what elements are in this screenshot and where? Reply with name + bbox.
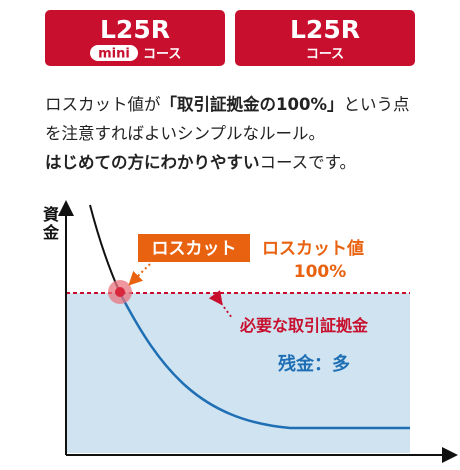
losscut-label: ロスカット値	[262, 238, 364, 259]
losscut-badge: ロスカット	[152, 239, 237, 259]
description: ロスカット値が「取引証拠金の100%」という点を注意すればよいシンプルなルール。…	[45, 90, 425, 177]
tab-title: L25R	[100, 15, 170, 44]
badge-text: mini	[98, 47, 130, 62]
tab-label: コース	[306, 47, 344, 62]
badge	[138, 234, 250, 262]
tab[interactable]	[45, 10, 225, 66]
losscut-point	[115, 287, 125, 297]
text: 「取引証拠金の100%」	[160, 95, 344, 114]
losscut-value: 100%	[294, 262, 347, 282]
area	[66, 293, 410, 453]
axis-label-text: 資	[43, 205, 59, 224]
badge	[90, 45, 138, 61]
tab[interactable]	[235, 10, 415, 66]
tab-title: L25R	[290, 15, 360, 44]
text: ロスカット値が	[45, 95, 161, 114]
curve	[118, 292, 410, 430]
pointer	[128, 263, 151, 286]
text: はじめての方にわかりやすい	[45, 153, 260, 172]
curve	[89, 204, 121, 294]
tab-label: コース	[143, 47, 181, 62]
pointer	[208, 290, 233, 319]
margin-label: 必要な取引証拠金	[239, 316, 369, 335]
text: という点を注意すればよいシンプルなルール。	[45, 95, 410, 143]
axis-label: 資金	[42, 205, 60, 242]
text: コースです。	[259, 153, 357, 172]
axis-label-char: 金	[42, 223, 60, 242]
balance-label: 残金：多	[278, 353, 350, 375]
